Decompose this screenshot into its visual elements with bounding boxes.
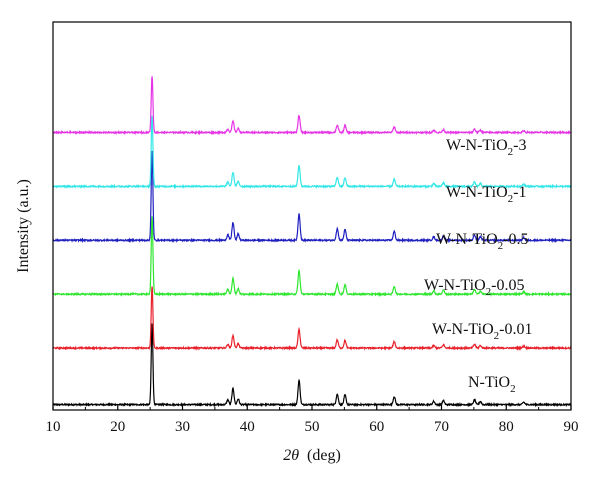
series-label-suffix: -0.05 (491, 277, 524, 294)
x-axis-label-unit: (deg) (307, 447, 341, 464)
x-tick-label: 90 (564, 419, 579, 435)
series-label-suffix: -0.5 (503, 231, 528, 248)
series-label-2: W-N-TiO2-0.05 (424, 277, 524, 298)
series-label-subscript: 2 (508, 146, 514, 158)
series-line-1 (52, 286, 572, 351)
series-line-0 (52, 323, 572, 408)
series-line-5 (52, 76, 572, 136)
x-tick-label: 60 (369, 419, 384, 435)
x-tick-label: 30 (175, 419, 190, 435)
series-label-main: W-N-TiO (424, 277, 486, 294)
x-tick-label: 80 (499, 419, 514, 435)
plot-frame (52, 21, 572, 411)
x-tick-label: 20 (110, 419, 125, 435)
x-tick-label: 50 (305, 419, 320, 435)
x-axis-label-variable: 2θ (283, 447, 299, 464)
series-label-subscript: 2 (494, 330, 500, 342)
series-label-subscript: 2 (486, 286, 492, 298)
series-label-suffix: -1 (513, 184, 526, 201)
x-tick-label: 10 (46, 419, 61, 435)
series-label-subscript: 2 (498, 240, 504, 252)
series-label-main: W-N-TiO (446, 184, 508, 201)
series-label-1: W-N-TiO2-0.01 (432, 321, 532, 342)
series-labels: N-TiO2W-N-TiO2-0.01W-N-TiO2-0.05W-N-TiO2… (424, 137, 532, 395)
x-axis-ticks: 10 20 30 40 50 60 70 80 90 (46, 405, 579, 435)
series-label-0: N-TiO2 (468, 374, 516, 395)
series-label-subscript: 2 (508, 193, 514, 205)
x-tick-label: 70 (434, 419, 449, 435)
series-label-main: W-N-TiO (446, 137, 508, 154)
series-label-5: W-N-TiO2-3 (446, 137, 526, 158)
series-label-3: W-N-TiO2-0.5 (436, 231, 528, 252)
series-label-suffix: -3 (513, 137, 526, 154)
series-line-2 (52, 216, 572, 298)
series-label-4: W-N-TiO2-1 (446, 184, 526, 205)
series-label-main: W-N-TiO (436, 231, 498, 248)
series-label-main: N-TiO (468, 374, 510, 391)
series-line-3 (52, 150, 572, 244)
series-line-4 (52, 115, 572, 190)
series-label-subscript: 2 (510, 383, 516, 395)
y-axis-label: Intensity (a.u.) (15, 179, 32, 273)
series-label-suffix: -0.01 (499, 321, 532, 338)
series-label-main: W-N-TiO (432, 321, 494, 338)
x-tick-label: 40 (240, 419, 255, 435)
series-layer (52, 76, 572, 408)
x-axis-label: 2θ (deg) (283, 447, 341, 464)
